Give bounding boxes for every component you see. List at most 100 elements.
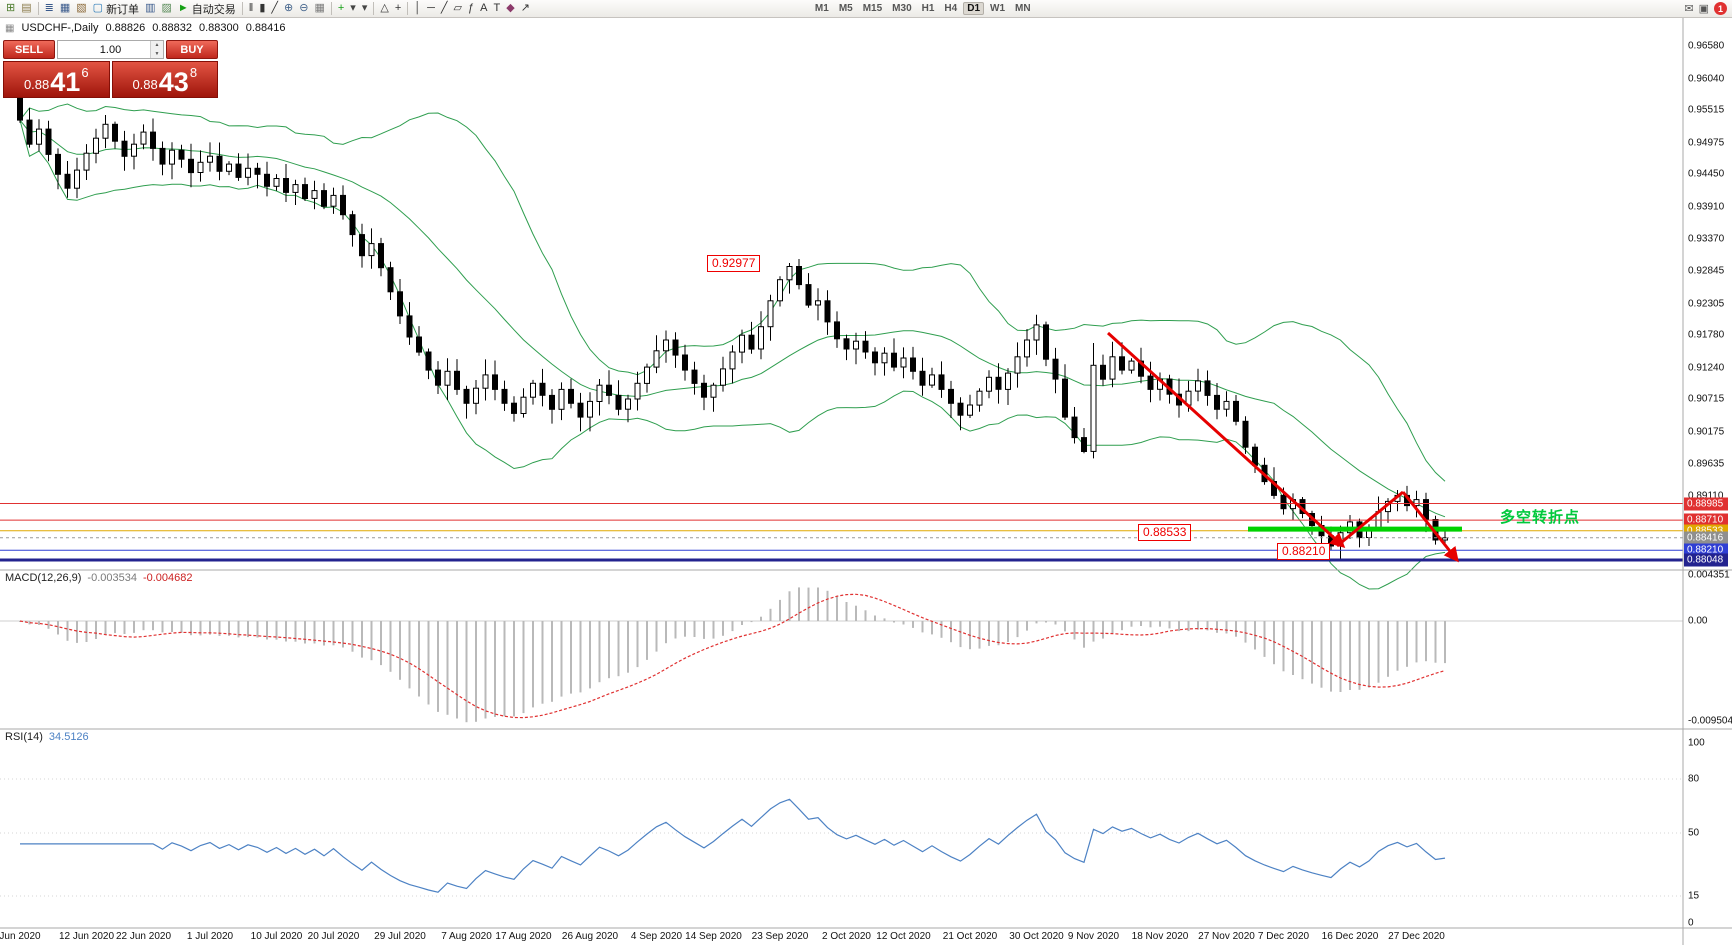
sell-price-big: 41 — [50, 67, 81, 98]
layout-icon[interactable]: ▣ — [1698, 3, 1709, 15]
timeframe-h4[interactable]: H4 — [944, 3, 958, 14]
sell-button[interactable]: SELL — [3, 40, 55, 59]
date-axis-label: 27 Nov 2020 — [1198, 931, 1255, 942]
price-annotation-low: 0.88210 — [1277, 543, 1331, 560]
notification-badge[interactable]: 1 — [1714, 2, 1727, 15]
new-order-button[interactable]: ▢ 新订单 — [90, 1, 142, 17]
price-annotation-high: 0.92977 — [707, 255, 761, 272]
buy-button[interactable]: BUY — [166, 40, 218, 59]
date-axis-label: 23 Sep 2020 — [751, 931, 809, 942]
autotrading-button[interactable]: ► 自动交易 — [175, 1, 239, 17]
date-axis-label: 16 Dec 2020 — [1321, 931, 1379, 942]
timeframe-d1[interactable]: D1 — [963, 2, 985, 15]
templates-dropdown-icon[interactable]: ▾ — [361, 2, 368, 14]
arrows-icon[interactable]: ↗ — [520, 2, 530, 14]
indicators-icon[interactable]: + — [337, 2, 345, 14]
candlestick-chart-icon[interactable]: ▮ — [259, 2, 266, 14]
data-window-icon[interactable]: ▦ — [59, 2, 71, 14]
macd-axis-label: 0.004351 — [1688, 569, 1730, 581]
timeframe-m1[interactable]: M1 — [814, 3, 829, 14]
date-axis-label: 7 Dec 2020 — [1257, 931, 1310, 942]
toolbar-right-icons: ✉ ▣ 1 — [1684, 2, 1729, 15]
cursor-icon[interactable]: △ — [380, 2, 389, 14]
date-axis-label: Jun 2020 — [0, 931, 41, 942]
price-axis-label: 0.90715 — [1688, 393, 1725, 405]
timeframe-h1[interactable]: H1 — [921, 3, 935, 14]
lot-down-arrow-icon[interactable]: ▼ — [151, 49, 163, 58]
zoom-in-icon[interactable]: ⊕ — [284, 2, 294, 14]
timeframe-m5[interactable]: M5 — [838, 3, 853, 14]
timeframe-m15[interactable]: M15 — [862, 3, 883, 14]
profiles-icon[interactable]: ▤ — [21, 2, 32, 14]
rsi-axis-label: 0 — [1688, 917, 1694, 929]
price-axis-label: 0.94975 — [1688, 137, 1725, 149]
new-order-button-label: 新订单 — [106, 3, 140, 16]
price-axis-label: 0.90175 — [1688, 426, 1725, 438]
buy-price-big: 43 — [158, 67, 189, 98]
timeframe-w1[interactable]: W1 — [990, 3, 1006, 14]
macd-axis-label: 0.00 — [1688, 615, 1708, 627]
vertical-line-icon[interactable]: │ — [414, 2, 422, 14]
macd-axis-label: -0.009504 — [1688, 715, 1732, 727]
price-axis-label: 0.94450 — [1688, 168, 1725, 180]
horizontal-line-icon[interactable]: ─ — [427, 2, 435, 14]
price-axis-label: 0.92305 — [1688, 298, 1725, 310]
autotrading-play-icon: ► — [177, 2, 189, 14]
buy-price-prefix: 0.88 — [132, 77, 158, 92]
date-axis-label: 27 Dec 2020 — [1388, 931, 1445, 942]
mail-icon[interactable]: ✉ — [1684, 3, 1694, 15]
market-watch-icon[interactable]: ≣ — [44, 2, 54, 14]
periods-dropdown-icon[interactable]: ▾ — [350, 2, 356, 14]
tile-windows-icon[interactable]: ▦ — [314, 2, 325, 14]
main-toolbar: ⊞ ▤ ≣ ▦ ▧ ▢ 新订单 ▥ ▨ ► 自动交易 ‖ ▮ ╱ ⊕ ⊖ ▦ + ▾ ▾ △ + │ ─ ╱ ▱ ƒ A T ◆ ↗ M1 M5… — [0, 0, 1732, 18]
new-chart-icon[interactable]: ⊞ — [6, 2, 16, 14]
lot-size-input[interactable]: 1.00 ▲ ▼ — [57, 40, 164, 59]
date-axis-label: 20 Jul 2020 — [307, 931, 360, 942]
rsi-axis-label: 15 — [1688, 890, 1700, 902]
strategy-tester-icon[interactable]: ▨ — [161, 2, 172, 14]
price-axis-current-label: 0.88416 — [1684, 531, 1728, 545]
price-axis-label: 0.91780 — [1688, 329, 1725, 341]
rsi-axis-label: 50 — [1688, 827, 1700, 839]
sell-price-display[interactable]: 0.88 41 6 — [3, 61, 110, 98]
price-axis-label: 0.93910 — [1688, 201, 1725, 213]
trendline-icon[interactable]: ╱ — [440, 2, 448, 14]
price-axis-label: 0.96040 — [1688, 73, 1725, 85]
label-icon[interactable]: T — [493, 2, 501, 14]
price-axis-label: 0.91240 — [1688, 362, 1725, 374]
price-axis-label: 0.92845 — [1688, 265, 1725, 277]
navigator-icon[interactable]: ▧ — [76, 2, 87, 14]
buy-price-pip: 8 — [189, 65, 198, 80]
buy-price-display[interactable]: 0.88 43 8 — [111, 61, 218, 98]
crosshair-icon[interactable]: + — [394, 2, 402, 14]
text-icon[interactable]: A — [480, 2, 488, 14]
date-axis-label: 9 Nov 2020 — [1067, 931, 1120, 942]
lot-up-arrow-icon[interactable]: ▲ — [151, 41, 163, 50]
date-axis-label: 7 Aug 2020 — [441, 931, 492, 942]
macd-signal-value: -0.004682 — [142, 572, 193, 584]
timeframe-toolbar: M1 M5 M15 M30 H1 H4 D1 W1 MN — [811, 2, 1035, 15]
ohlc-high: 0.88832 — [152, 22, 192, 34]
lot-size-value: 1.00 — [99, 43, 122, 56]
channel-icon[interactable]: ▱ — [453, 2, 463, 14]
ohlc-low: 0.88300 — [198, 22, 239, 34]
shapes-icon[interactable]: ◆ — [506, 2, 515, 14]
timeframe-mn[interactable]: MN — [1015, 3, 1031, 14]
fibonacci-icon[interactable]: ƒ — [468, 2, 475, 14]
date-axis-label: 12 Oct 2020 — [876, 931, 931, 942]
new-order-icon: ▢ — [92, 2, 104, 14]
timeframe-m30[interactable]: M30 — [892, 3, 912, 14]
macd-main-value: -0.003534 — [87, 572, 137, 584]
date-axis-label: 17 Aug 2020 — [495, 931, 552, 942]
date-axis-label: 14 Sep 2020 — [685, 931, 742, 942]
terminal-icon[interactable]: ▥ — [145, 2, 156, 14]
line-chart-icon[interactable]: ╱ — [271, 2, 278, 14]
sell-price-prefix: 0.88 — [23, 77, 50, 92]
bar-chart-icon[interactable]: ‖ — [248, 2, 254, 14]
toolbar-separator — [241, 2, 243, 15]
autotrading-button-label: 自动交易 — [191, 3, 236, 16]
toolbar-separator — [407, 2, 409, 15]
zoom-out-icon[interactable]: ⊖ — [299, 2, 309, 14]
